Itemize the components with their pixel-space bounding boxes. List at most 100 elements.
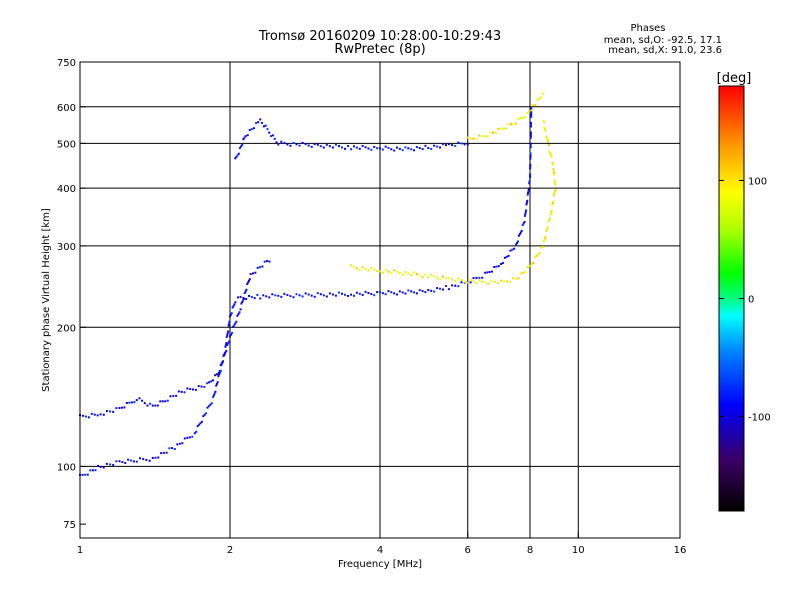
data-point	[231, 306, 234, 309]
data-point	[537, 253, 540, 256]
data-point	[367, 291, 370, 294]
data-point	[418, 289, 421, 292]
data-point	[502, 127, 505, 130]
data-point	[550, 209, 553, 212]
data-point	[118, 460, 121, 463]
data-point	[206, 406, 209, 409]
data-point	[217, 371, 220, 374]
data-point	[96, 414, 99, 417]
data-point	[319, 145, 322, 148]
data-point	[298, 144, 301, 147]
data-point	[384, 269, 387, 272]
data-point	[533, 256, 536, 259]
data-point	[536, 98, 539, 101]
data-point	[310, 145, 313, 148]
y-tick-label: 500	[57, 139, 76, 150]
data-point	[358, 268, 361, 271]
data-point	[395, 270, 398, 273]
data-point	[322, 146, 325, 149]
data-point	[247, 294, 250, 297]
x-axis-label: Frequency [MHz]	[338, 559, 422, 570]
data-point	[430, 147, 433, 150]
data-point	[218, 373, 221, 376]
data-point	[256, 293, 259, 296]
data-point	[244, 135, 247, 138]
colorbar-tick-label: 0	[748, 295, 754, 306]
data-point	[250, 296, 253, 299]
data-point	[421, 148, 424, 151]
data-point	[350, 293, 353, 296]
y-tick-label: 750	[57, 58, 76, 69]
data-point	[198, 423, 201, 426]
data-point	[379, 291, 381, 294]
y-tick-label: 100	[57, 462, 76, 473]
data-point	[268, 296, 271, 299]
data-point	[529, 133, 532, 136]
data-point	[381, 148, 384, 151]
x-tick-label: 2	[227, 545, 233, 556]
data-point	[469, 278, 472, 281]
data-point	[401, 273, 404, 276]
data-point	[213, 374, 216, 377]
data-point	[454, 284, 457, 287]
data-point	[237, 313, 240, 316]
data-point	[245, 298, 248, 301]
data-point	[172, 395, 175, 398]
data-point	[322, 294, 325, 297]
data-point	[387, 270, 390, 273]
data-point	[544, 128, 547, 131]
data-point	[379, 270, 381, 273]
data-point	[418, 274, 421, 277]
data-point	[532, 103, 535, 106]
trace-o-1	[79, 260, 271, 419]
data-point	[238, 146, 241, 149]
data-point	[436, 145, 439, 148]
data-point	[234, 322, 237, 325]
data-point	[407, 289, 410, 292]
data-point	[268, 260, 271, 263]
data-point	[109, 410, 112, 413]
data-point	[552, 170, 555, 173]
data-point	[512, 277, 515, 280]
data-point	[233, 303, 236, 306]
data-point	[256, 266, 259, 269]
data-point	[178, 442, 181, 445]
data-point	[553, 173, 556, 176]
data-point	[535, 254, 538, 257]
data-point	[226, 334, 229, 337]
data-point	[138, 397, 141, 400]
colorbar-tick-label: 100	[748, 176, 767, 187]
data-point	[226, 344, 229, 347]
data-point	[231, 331, 234, 334]
data-point	[195, 430, 198, 433]
data-point	[545, 229, 548, 232]
data-point	[341, 146, 344, 149]
x-tick-label: 8	[527, 545, 533, 556]
data-point	[350, 148, 353, 151]
data-point	[171, 447, 174, 450]
data-point	[466, 136, 469, 139]
data-point	[496, 282, 499, 285]
data-point	[97, 464, 100, 467]
data-point	[529, 155, 532, 158]
data-point	[554, 188, 557, 191]
data-point	[424, 144, 427, 147]
data-point	[228, 340, 231, 343]
data-point	[221, 360, 224, 363]
data-point	[401, 149, 404, 152]
x-tick-label: 4	[377, 545, 383, 556]
data-point	[222, 354, 225, 357]
data-point	[84, 473, 87, 476]
data-point	[542, 92, 545, 95]
data-point	[358, 292, 361, 295]
data-point	[203, 413, 206, 416]
data-point	[466, 143, 469, 146]
data-point	[544, 129, 547, 132]
data-point	[550, 155, 553, 158]
data-point	[544, 237, 547, 240]
data-point	[526, 199, 529, 202]
data-point	[259, 297, 262, 300]
data-point	[277, 143, 280, 146]
data-point	[229, 315, 231, 318]
data-point	[497, 265, 500, 268]
